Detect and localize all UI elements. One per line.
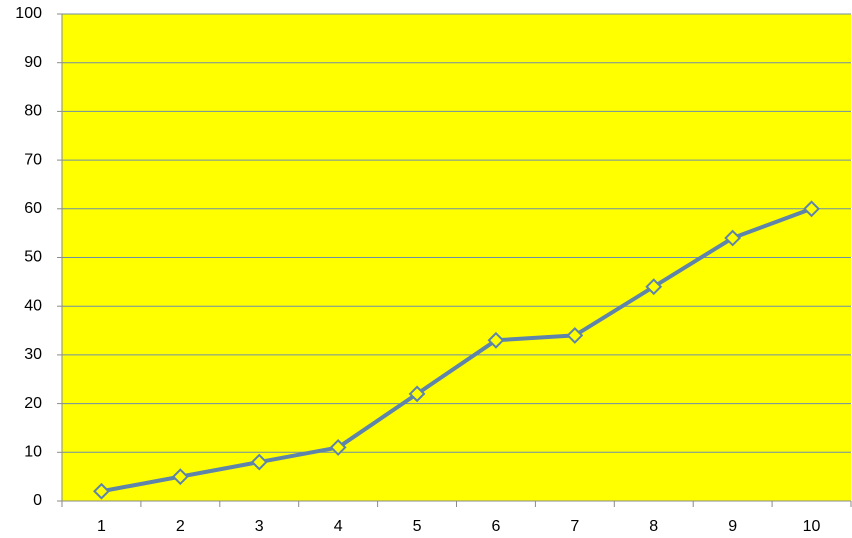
x-tick-label: 5 (413, 518, 422, 535)
x-tick-label: 7 (570, 518, 579, 535)
y-tick-label: 30 (24, 346, 42, 363)
y-tick-label: 60 (24, 200, 42, 217)
marker (171, 468, 189, 486)
x-tick-label: 3 (255, 518, 264, 535)
marker (329, 439, 347, 456)
y-tick-label: 70 (24, 151, 42, 168)
x-tick-label: 1 (97, 518, 106, 535)
x-tick-label: 10 (803, 518, 821, 535)
marker (724, 229, 742, 247)
y-tick-label: 40 (24, 297, 42, 314)
y-tick-label: 0 (33, 492, 42, 509)
marker (803, 200, 820, 218)
x-tick-label: 2 (176, 518, 185, 535)
y-tick-label: 10 (24, 444, 42, 461)
marker (250, 453, 268, 471)
y-tick-label: 20 (24, 395, 42, 412)
x-tick-label: 8 (649, 518, 658, 535)
line (101, 206, 813, 494)
marker (408, 385, 426, 403)
marker (566, 327, 584, 344)
x-tick-label: 9 (728, 518, 737, 535)
marker (93, 482, 110, 500)
marker (487, 331, 505, 349)
y-tick-label: 100 (15, 5, 42, 22)
x-tick-label: 4 (334, 518, 343, 535)
marker (645, 278, 663, 296)
y-tick-label: 80 (24, 103, 42, 120)
y-tick-label: 50 (24, 249, 42, 266)
x-tick-label: 6 (491, 518, 500, 535)
y-tick-label: 90 (24, 54, 42, 71)
